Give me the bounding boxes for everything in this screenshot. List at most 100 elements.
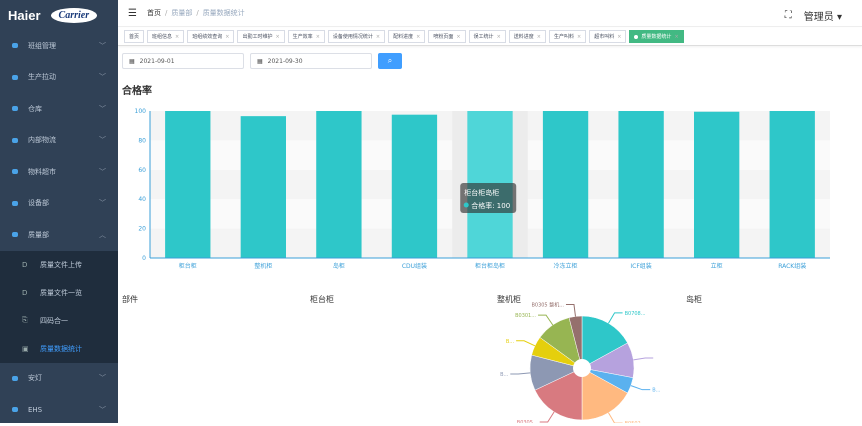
tab[interactable]: 送料进度 × [508, 30, 546, 43]
document-icon: D [22, 288, 28, 297]
breadcrumb-current: 质量数据统计 [202, 9, 245, 17]
user-icon [12, 200, 18, 206]
pie-label: B0502... [625, 421, 646, 423]
sidebar-item[interactable]: 物料超市 ﹀ [0, 156, 118, 188]
bar-chart: 020406080100柜台柜 整机柜 岛柜 CDU组装 柜台柜岛柜 冷冻立柜 ICF组装立… [135, 108, 830, 270]
haier-logo: Haier [8, 7, 41, 23]
end-date-input[interactable]: ▦ 2021-09-30 [250, 53, 372, 69]
close-icon[interactable]: × [416, 33, 421, 40]
document-icon: ▣ [22, 344, 29, 353]
sidebar-subitem[interactable]: D 质量文件上传 [22, 260, 82, 269]
hamburger-icon[interactable]: ☰ [128, 7, 137, 19]
folder-icon [12, 43, 18, 49]
bar [240, 116, 286, 258]
calendar-icon: ▦ [257, 57, 263, 65]
tab[interactable]: 设备使用情况统计 × [327, 30, 386, 43]
tab[interactable]: 生产叫料 × [548, 30, 587, 43]
sidebar-item[interactable]: 仓库 ﹀ [0, 93, 118, 125]
sidebar-item[interactable]: 班组管理 ﹀ [0, 30, 118, 62]
tab[interactable]: 生产效率 × [287, 30, 325, 43]
chevron-down-icon: ﹀ [99, 199, 106, 208]
bar [694, 111, 740, 258]
bar [769, 111, 815, 258]
pie-hole [573, 359, 591, 377]
search-button[interactable]: ⌕ [378, 53, 402, 69]
tab[interactable]: 误工统计 × [468, 30, 506, 43]
close-icon[interactable]: × [375, 33, 381, 40]
sidebar-subitem[interactable]: ⎘ 四码合一 [22, 316, 68, 325]
bar [618, 111, 664, 258]
tab[interactable]: 班组信息 × [147, 30, 185, 43]
sidebar-subitem[interactable]: D 质量文件一览 [22, 288, 82, 297]
tab[interactable]: 质量数据统计 × [629, 30, 684, 43]
close-icon[interactable]: × [275, 33, 280, 40]
sidebar-subitem[interactable]: ▣ 质量数据统计 [22, 344, 82, 353]
close-icon[interactable]: × [617, 33, 622, 40]
sidebar-item[interactable]: EHS ﹀ [0, 394, 118, 426]
folder-icon [12, 137, 18, 143]
y-tick-label: 20 [138, 226, 146, 233]
close-icon[interactable]: × [577, 33, 582, 40]
close-icon[interactable]: × [225, 33, 230, 40]
document-icon: D [22, 260, 28, 269]
tab[interactable]: 超市叫料 × [589, 30, 627, 43]
tab[interactable]: 出勤工时维护 × [237, 30, 285, 43]
close-icon[interactable]: × [456, 33, 461, 40]
pie-label-line [608, 412, 623, 423]
search-icon: ⌕ [387, 56, 393, 65]
folder-icon [12, 74, 18, 80]
x-tick-label: 柜台柜岛柜 [475, 262, 505, 270]
close-icon[interactable]: × [674, 33, 679, 40]
tab[interactable]: 配料进度 × [388, 30, 426, 43]
folder-icon [12, 169, 18, 175]
sidebar-item[interactable]: 质量部 ︿ [0, 219, 118, 251]
x-tick-label: 岛柜 [333, 262, 345, 270]
tab[interactable]: 喷粉页面 × [428, 30, 466, 43]
tooltip [460, 183, 517, 213]
bar [542, 111, 589, 258]
chart-title: 合格率 [122, 86, 152, 97]
y-tick-label: 100 [135, 108, 147, 115]
close-icon[interactable]: × [175, 33, 180, 40]
pie-label: B... [500, 372, 509, 378]
bar [391, 114, 438, 258]
fullscreen-icon[interactable]: ⛶ [784, 10, 792, 21]
close-icon[interactable]: × [496, 33, 501, 40]
sidebar-item[interactable]: 安灯 ﹀ [0, 363, 118, 395]
breadcrumb-dept[interactable]: 质量部 [171, 9, 193, 17]
folder-icon [12, 375, 18, 381]
pie-slice[interactable] [568, 315, 583, 369]
tab[interactable]: 首页 [124, 30, 145, 43]
pie-label: B0708... [625, 311, 646, 317]
tooltip-value: 合格率: 100 [471, 201, 510, 210]
pie-label-line [516, 340, 536, 347]
logo: Haier Carrier [0, 0, 118, 30]
submenu: D 质量文件上传 D 质量文件一览 ⎘ 四码合一 ▣ 质量数据统计 [0, 250, 118, 363]
tab[interactable]: 班组绩效查询 × [187, 30, 235, 43]
sidebar-item[interactable]: 内部物流 ﹀ [0, 125, 118, 157]
sidebar-item[interactable]: 生产拉动 ﹀ [0, 62, 118, 94]
pie-label: B0301... [515, 313, 536, 319]
chevron-up-icon: ︿ [99, 230, 106, 239]
breadcrumb-home[interactable]: 首页 [146, 9, 161, 17]
chevron-down-icon: ﹀ [99, 136, 106, 145]
x-tick-label: 立柜 [711, 262, 723, 270]
close-icon[interactable]: × [536, 33, 541, 40]
y-tick-label: 40 [138, 196, 146, 203]
pie-label-line [538, 314, 554, 326]
close-icon[interactable]: × [315, 33, 320, 40]
y-tick-label: 80 [138, 137, 146, 144]
pie-slice[interactable] [534, 367, 583, 421]
x-tick-label: ICF组装 [630, 262, 651, 270]
pie-label-line [633, 357, 654, 361]
x-tick-label: 柜台柜 [179, 262, 197, 270]
x-tick-label: RACK组装 [778, 262, 806, 270]
x-tick-label: 整机柜 [254, 262, 272, 270]
pie-label: B0305... [517, 420, 538, 423]
user-menu[interactable]: 管理员 ▾ [803, 12, 842, 23]
sidebar-item[interactable]: 设备部 ﹀ [0, 188, 118, 220]
x-tick-label: CDU组装 [402, 262, 427, 270]
start-date-input[interactable]: ▦ 2021-09-01 [122, 53, 244, 69]
tooltip-title: 柜台柜岛柜 [464, 188, 499, 197]
pie-label-line [539, 411, 555, 423]
